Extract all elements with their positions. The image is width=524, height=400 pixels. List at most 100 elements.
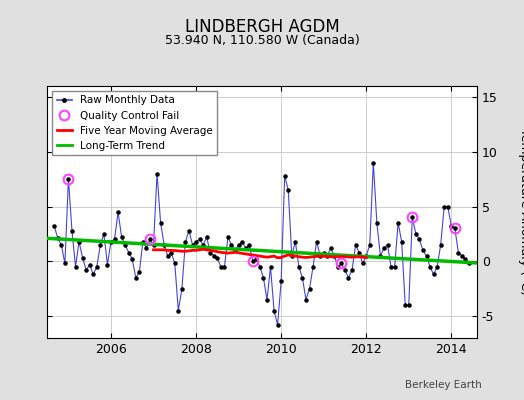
Point — [224, 234, 232, 240]
Point — [284, 187, 292, 193]
Point — [135, 269, 144, 276]
Point — [387, 264, 395, 270]
Point — [398, 238, 406, 245]
Point — [326, 245, 335, 251]
Point — [185, 228, 193, 234]
Text: 53.940 N, 110.580 W (Canada): 53.940 N, 110.580 W (Canada) — [165, 34, 359, 47]
Text: Berkeley Earth: Berkeley Earth — [406, 380, 482, 390]
Point — [142, 245, 150, 251]
Point — [465, 260, 473, 267]
Point — [270, 308, 278, 314]
Point — [390, 264, 399, 270]
Point — [71, 264, 80, 270]
Point — [352, 242, 360, 248]
Point — [256, 264, 264, 270]
Point — [231, 247, 239, 254]
Point — [454, 249, 463, 256]
Point — [380, 245, 388, 251]
Text: LINDBERGH AGDM: LINDBERGH AGDM — [184, 18, 340, 36]
Point — [93, 264, 101, 270]
Point — [288, 253, 296, 259]
Point — [323, 253, 331, 259]
Point — [210, 253, 218, 259]
Point — [355, 249, 363, 256]
Point — [316, 253, 324, 259]
Point — [57, 242, 66, 248]
Point — [415, 236, 423, 242]
Point — [433, 264, 441, 270]
Point — [171, 260, 179, 267]
Point — [341, 267, 349, 273]
Point — [82, 267, 90, 273]
Point — [202, 234, 211, 240]
Point — [121, 242, 129, 248]
Point — [312, 238, 321, 245]
Point — [174, 308, 182, 314]
Point — [107, 238, 115, 245]
Point — [305, 286, 314, 292]
Point — [419, 247, 427, 254]
Point — [451, 225, 459, 232]
Point — [294, 264, 303, 270]
Point — [125, 249, 133, 256]
Point — [458, 253, 466, 259]
Y-axis label: Temperature Anomaly (°C): Temperature Anomaly (°C) — [518, 128, 524, 296]
Point — [160, 242, 168, 248]
Point — [192, 238, 200, 245]
Point — [64, 176, 73, 182]
Point — [61, 260, 69, 267]
Point — [426, 264, 434, 270]
Point — [181, 238, 190, 245]
Point — [320, 249, 328, 256]
Point — [85, 261, 94, 268]
Point — [266, 264, 275, 270]
Point — [366, 242, 374, 248]
Point — [89, 271, 97, 278]
Point — [412, 231, 420, 237]
Point — [238, 238, 246, 245]
Point — [103, 261, 112, 268]
Point — [157, 220, 165, 226]
Point — [216, 264, 225, 270]
Point — [242, 245, 250, 251]
Point — [444, 203, 452, 210]
Point — [259, 274, 268, 281]
Point — [330, 253, 339, 259]
Point — [358, 260, 367, 267]
Point — [199, 242, 208, 248]
Point — [100, 231, 108, 237]
Point — [153, 170, 161, 177]
Point — [348, 267, 356, 273]
Point — [132, 274, 140, 281]
Point — [96, 242, 104, 248]
Point — [274, 322, 282, 328]
Point — [146, 236, 154, 242]
Point — [408, 214, 417, 221]
Point — [334, 264, 342, 270]
Point — [309, 264, 317, 270]
Point — [178, 286, 186, 292]
Point — [227, 242, 236, 248]
Point — [422, 253, 431, 259]
Point — [68, 228, 76, 234]
Point — [280, 173, 289, 179]
Point — [252, 256, 260, 262]
Point — [263, 296, 271, 303]
Point — [50, 223, 59, 230]
Point — [405, 302, 413, 308]
Point — [277, 278, 286, 284]
Point — [213, 255, 222, 261]
Point — [362, 253, 370, 259]
Point — [128, 256, 136, 262]
Point — [195, 236, 204, 242]
Point — [394, 220, 402, 226]
Point — [436, 242, 445, 248]
Point — [75, 238, 83, 245]
Point — [376, 253, 385, 259]
Point — [234, 242, 243, 248]
Point — [111, 236, 119, 242]
Point — [163, 253, 172, 259]
Point — [337, 260, 346, 267]
Legend: Raw Monthly Data, Quality Control Fail, Five Year Moving Average, Long-Term Tren: Raw Monthly Data, Quality Control Fail, … — [52, 91, 217, 155]
Point — [206, 249, 214, 256]
